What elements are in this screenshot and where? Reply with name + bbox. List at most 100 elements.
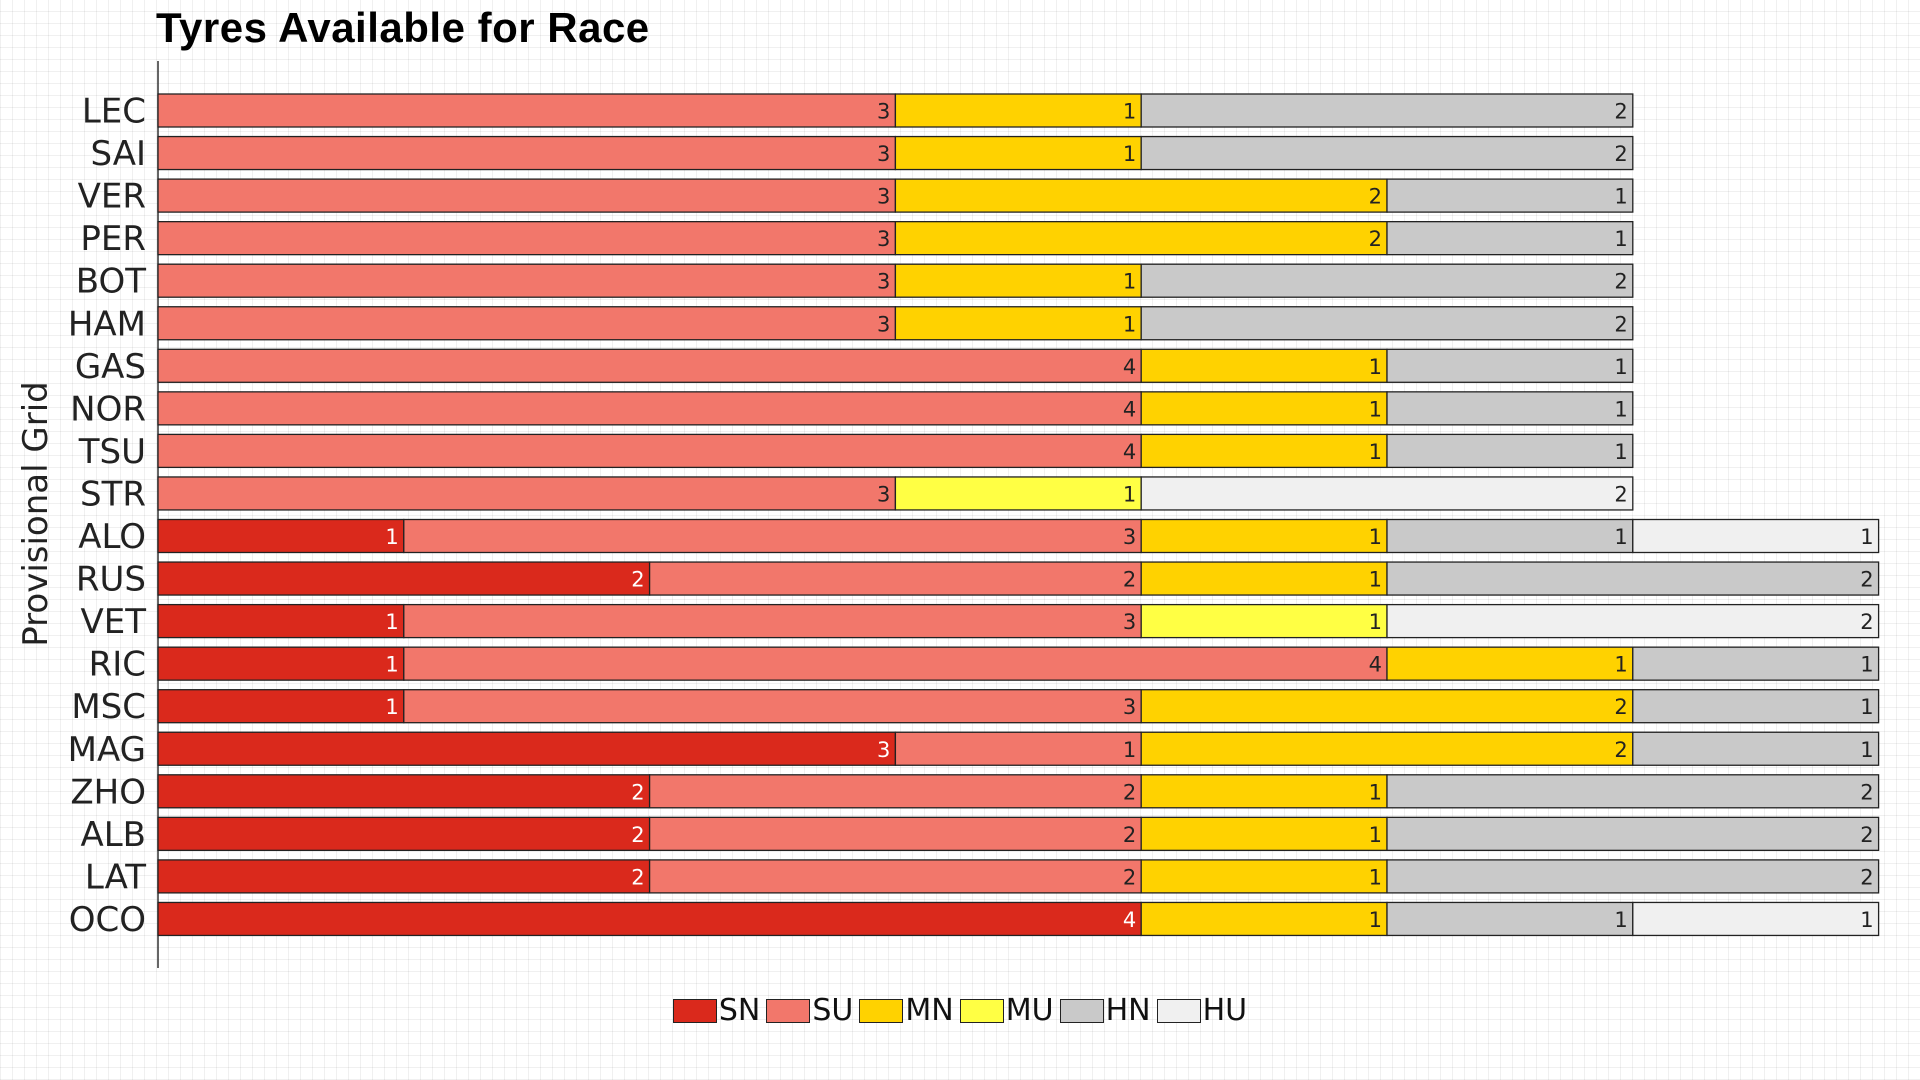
data-label: 2 (1614, 100, 1627, 124)
legend-swatch (1059, 998, 1104, 1023)
data-label: 2 (1123, 865, 1136, 889)
bar-segment-mn (894, 263, 1142, 298)
data-label: 4 (1369, 653, 1382, 677)
data-label: 2 (1614, 738, 1627, 762)
data-label: 1 (385, 653, 398, 677)
data-label: 2 (1123, 823, 1136, 847)
bar-segment-hn (1386, 433, 1634, 469)
data-label: 1 (1614, 185, 1627, 209)
data-label: 1 (1614, 908, 1627, 932)
bar-segment-hn (1386, 178, 1634, 213)
data-label: 2 (1614, 695, 1627, 719)
y-tick-label: LAT (85, 857, 146, 897)
data-label: 1 (1123, 482, 1136, 506)
data-label: 1 (1614, 355, 1627, 379)
data-label: 2 (1860, 780, 1873, 804)
bar-segment-sn (157, 689, 405, 724)
bar-segment-sn (157, 646, 405, 681)
y-tick-label: MAG (68, 730, 146, 770)
bar-segment-hn (1140, 263, 1634, 298)
legend-swatch (766, 998, 811, 1023)
bar-segment-mu (1140, 603, 1388, 639)
bar-segment-sn (157, 859, 651, 894)
data-label: 3 (877, 185, 890, 209)
data-label: 1 (1369, 568, 1382, 592)
bar-segment-hn (1632, 731, 1880, 766)
y-tick-label: ALB (80, 815, 146, 855)
bar-segment-su (157, 135, 897, 171)
bar-segment-mn (1140, 518, 1388, 554)
bar-segment-mn (1140, 391, 1388, 426)
data-label: 2 (1860, 610, 1873, 634)
legend-label: SN (718, 993, 761, 1028)
chart-title: Tyres Available for Race (156, 4, 650, 51)
data-label: 2 (1614, 270, 1627, 294)
data-label: 3 (877, 312, 890, 336)
bar-segment-su (157, 178, 897, 213)
data-label: 2 (1123, 780, 1136, 804)
bar-segment-su (403, 603, 1142, 639)
data-label: 1 (1614, 440, 1627, 464)
data-label: 2 (1860, 823, 1873, 847)
data-label: 3 (877, 142, 890, 166)
y-tick-label: NOR (70, 389, 146, 429)
data-label: 1 (1614, 227, 1627, 251)
bar-segment-su (648, 561, 1142, 596)
bar-segment-mu (894, 476, 1142, 511)
bar-segment-sn (157, 731, 897, 766)
y-tick-label: VET (80, 602, 146, 642)
data-label: 3 (877, 227, 890, 251)
data-label: 1 (1123, 738, 1136, 762)
bar-segment-su (648, 774, 1142, 809)
legend-item-sn: SN (672, 993, 761, 1028)
y-tick-label: RIC (89, 645, 146, 685)
bar-segment-su (894, 731, 1142, 766)
bar-segment-mn (1140, 731, 1634, 766)
bar-segment-su (157, 220, 897, 256)
y-tick-label: OCO (69, 900, 146, 940)
y-tick-label: STR (80, 474, 146, 514)
bar-segment-mn (894, 220, 1388, 256)
data-label: 2 (631, 780, 644, 804)
data-label: 1 (1369, 908, 1382, 932)
bar-segment-su (157, 476, 897, 511)
legend-label: MN (905, 993, 954, 1028)
data-label: 1 (1614, 653, 1627, 677)
bar-segment-sn (157, 518, 405, 554)
bar-segment-su (157, 263, 897, 298)
data-label: 4 (1123, 397, 1136, 421)
y-tick-label: ZHO (70, 772, 146, 812)
legend-item-mu: MU (959, 993, 1054, 1028)
legend-swatch (859, 998, 904, 1023)
bar-segment-mn (1140, 433, 1388, 469)
data-label: 2 (1369, 185, 1382, 209)
data-label: 1 (1369, 397, 1382, 421)
data-label: 1 (1614, 525, 1627, 549)
bar-segment-hn (1632, 646, 1880, 681)
bar-segment-hn (1632, 689, 1880, 724)
data-label: 1 (1123, 142, 1136, 166)
bar-segment-hu (1632, 901, 1880, 937)
data-label: 3 (877, 738, 890, 762)
data-label: 1 (1369, 525, 1382, 549)
data-label: 3 (1123, 610, 1136, 634)
data-label: 3 (877, 100, 890, 124)
bar-segment-sn (157, 816, 651, 851)
data-label: 3 (1123, 695, 1136, 719)
bar-segment-mn (894, 135, 1142, 171)
data-label: 1 (1860, 653, 1873, 677)
legend-item-su: SU (766, 993, 853, 1028)
data-label: 2 (631, 823, 644, 847)
bar-segment-mn (1386, 646, 1634, 681)
y-tick-label: BOT (76, 262, 146, 302)
bar-segment-hu (1386, 603, 1880, 639)
data-label: 3 (1123, 525, 1136, 549)
bar-segment-su (157, 93, 897, 128)
data-label: 1 (385, 525, 398, 549)
bar-segment-sn (157, 901, 1142, 937)
data-label: 2 (1614, 312, 1627, 336)
bar-segment-su (403, 689, 1142, 724)
bar-segment-su (403, 518, 1142, 554)
bar-segment-mn (1140, 561, 1388, 596)
